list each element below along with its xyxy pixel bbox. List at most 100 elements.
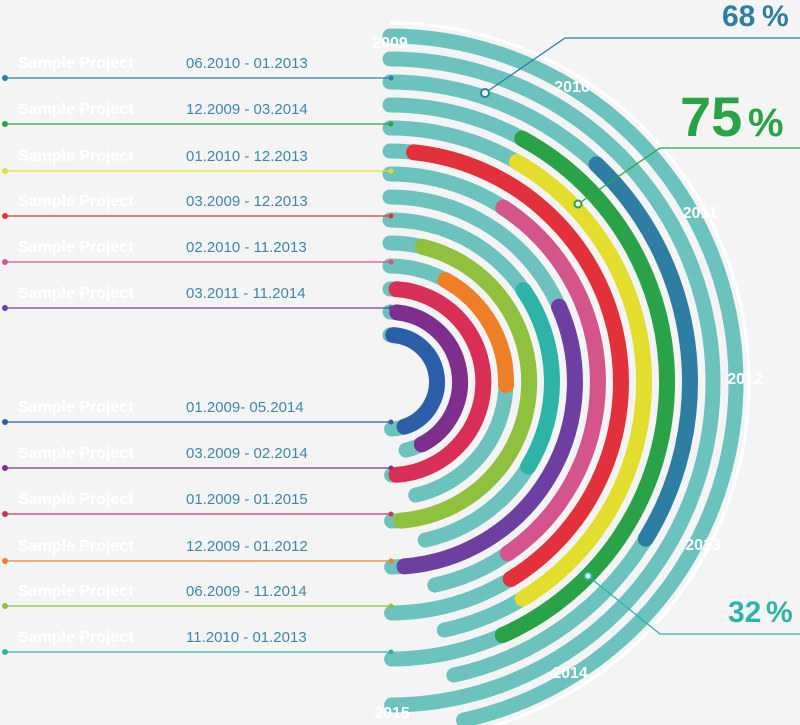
track-segment (615, 482, 727, 646)
year-tick-label: 2014 (552, 665, 588, 682)
outer-rim (389, 21, 751, 725)
leader-end-dot (388, 75, 394, 81)
track-segment (545, 95, 677, 227)
track-segment (382, 166, 461, 192)
year-tick-label: 2012 (727, 371, 763, 388)
leader-end-dot (388, 168, 394, 174)
leader-end-dot (388, 465, 394, 471)
project-arc (396, 298, 583, 575)
project-period: 01.2010 - 12.2013 (186, 148, 308, 165)
leader-dot (2, 511, 8, 517)
project-name: Sample Project (18, 239, 134, 256)
leader-dot (2, 75, 8, 81)
project-arc (388, 281, 492, 483)
callout-line (587, 575, 800, 635)
track-segment (382, 28, 503, 60)
track-segment (382, 51, 558, 109)
project-arc (392, 238, 538, 529)
track-segment (384, 655, 558, 713)
project-period: 01.2009 - 01.2015 (186, 491, 308, 508)
leader-dot (2, 213, 8, 219)
track-segment (382, 212, 447, 235)
callout-unit: % (762, 0, 789, 33)
year-tick-label: 2013 (685, 537, 721, 554)
project-period: 12.2009 - 03.2014 (186, 101, 308, 118)
project-name: Sample Project (18, 583, 134, 600)
callout-value: 75 (680, 85, 742, 148)
leader-end-dot (388, 649, 394, 655)
leader-dot (2, 558, 8, 564)
leader-dot (2, 649, 8, 655)
project-arc (437, 272, 515, 393)
year-tick-label: 2010 (554, 79, 590, 96)
track-segment (417, 495, 505, 548)
project-name: Sample Project (18, 491, 134, 508)
project-name: Sample Project (18, 148, 134, 165)
project-arc (385, 327, 445, 435)
project-period: 11.2010 - 01.2013 (186, 629, 307, 646)
year-tick-label: 2015 (374, 705, 410, 722)
track-segment (545, 537, 677, 669)
track-segment (384, 575, 512, 621)
project-arc (495, 199, 606, 562)
track-segment (456, 632, 628, 725)
project-name: Sample Project (18, 399, 134, 416)
track-segment (434, 220, 517, 280)
project-period: 03.2009 - 12.2013 (186, 193, 308, 210)
leader-dot (2, 603, 8, 609)
project-arc (406, 144, 629, 587)
track-segment (382, 120, 475, 148)
track-segment (490, 45, 654, 157)
track-segment (382, 74, 489, 104)
leader-dot (2, 168, 8, 174)
project-name: Sample Project (18, 445, 134, 462)
project-arc (494, 130, 676, 644)
callout-value: 32 (728, 596, 761, 629)
track-segment (663, 214, 721, 388)
track-segment (382, 97, 535, 149)
project-name: Sample Project (18, 101, 134, 118)
callout-dot (583, 571, 593, 581)
project-period: 12.2009 - 01.2012 (186, 538, 308, 555)
project-name: Sample Project (18, 55, 134, 72)
leader-end-dot (388, 121, 394, 127)
track-segment (712, 304, 744, 495)
leader-end-dot (388, 213, 394, 219)
project-arc (509, 154, 653, 607)
leader-end-dot (388, 511, 394, 517)
leader-end-dot (388, 305, 394, 311)
project-name: Sample Project (18, 285, 134, 302)
leader-end-dot (388, 419, 394, 425)
callout-unit: % (766, 596, 793, 629)
leader-dot (2, 259, 8, 265)
callout-line (484, 37, 800, 94)
project-period: 06.2010 - 01.2013 (186, 55, 308, 72)
project-name: Sample Project (18, 629, 134, 646)
leader-end-dot (388, 259, 394, 265)
callout-value: 68 (722, 0, 755, 33)
leader-end-dot (388, 558, 394, 564)
project-period: 01.2009- 05.2014 (186, 399, 304, 416)
year-tick-label: 2011 (683, 205, 718, 222)
track-segment (382, 189, 489, 229)
project-period: 03.2009 - 02.2014 (186, 445, 308, 462)
track-segment (446, 598, 598, 683)
project-period: 03.2011 - 11.2014 (186, 285, 306, 302)
callout-dot (480, 88, 490, 98)
leader-dot (2, 121, 8, 127)
track-segment (476, 215, 557, 296)
project-arc (588, 156, 698, 547)
track-segment (382, 258, 432, 279)
track-segment (663, 376, 721, 550)
leader-end-dot (388, 603, 394, 609)
callout-unit: % (748, 101, 784, 145)
project-arc (515, 282, 560, 475)
callout-line (577, 147, 800, 205)
project-name: Sample Project (18, 193, 134, 210)
leader-dot (2, 465, 8, 471)
track-segment (640, 144, 736, 316)
leader-dot (2, 305, 8, 311)
project-name: Sample Project (18, 538, 134, 555)
